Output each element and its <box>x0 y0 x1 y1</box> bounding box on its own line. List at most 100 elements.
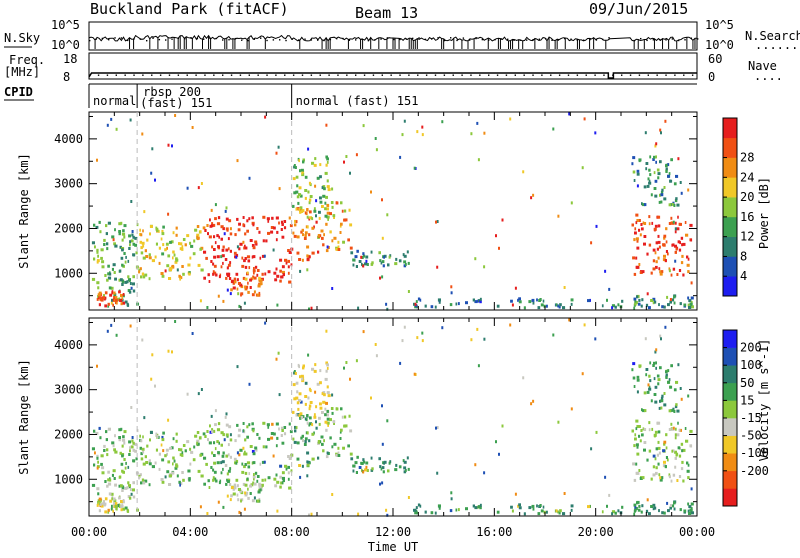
power-cell <box>331 287 334 290</box>
velocity-cell <box>634 506 637 510</box>
velocity-cell <box>130 406 133 409</box>
velocity-cell <box>264 478 267 482</box>
velocity-cell <box>669 506 672 510</box>
nave-dot <box>674 74 676 76</box>
power-cell <box>113 242 116 246</box>
nave-dot <box>301 74 304 76</box>
velocity-cell <box>611 510 615 514</box>
velocity-cell <box>106 453 109 457</box>
velocity-cell <box>112 469 116 473</box>
velocity-cell <box>96 487 100 491</box>
power-cell <box>151 259 155 263</box>
velocity-cell <box>347 444 350 448</box>
velocity-cell <box>96 503 99 507</box>
power-cell <box>675 247 678 251</box>
power-cell <box>381 236 384 240</box>
power-cell <box>635 213 639 217</box>
velocity-colorbar-segment <box>723 453 737 472</box>
power-cell <box>237 292 240 296</box>
power-cell <box>127 289 131 292</box>
power-cell <box>327 217 329 221</box>
velocity-cell <box>270 436 274 440</box>
power-cell <box>158 261 161 265</box>
velocity-cell <box>179 453 182 457</box>
power-cell <box>659 270 662 274</box>
nave-dot <box>621 74 623 76</box>
nave-dot <box>550 74 552 76</box>
power-cell <box>636 219 639 222</box>
power-cell <box>326 203 329 207</box>
power-cell <box>643 185 647 189</box>
nsearch-dot <box>640 37 642 40</box>
velocity-cell <box>276 480 280 484</box>
velocity-cell <box>536 504 538 508</box>
velocity-cell <box>327 421 330 425</box>
nsearch-dot <box>583 39 585 41</box>
power-cell <box>642 221 645 225</box>
velocity-cell <box>331 411 334 415</box>
velocity-cell <box>483 471 486 475</box>
power-cell <box>308 181 311 185</box>
power-cell <box>435 220 437 224</box>
power-cell <box>648 181 652 185</box>
power-cell <box>233 280 237 284</box>
power-cell <box>437 298 441 302</box>
velocity-cell <box>679 387 682 390</box>
power-cell <box>141 272 145 276</box>
velocity-cell <box>282 479 285 483</box>
velocity-cell <box>614 511 617 515</box>
power-cell <box>244 285 247 289</box>
velocity-cell <box>653 361 656 365</box>
velocity-cell <box>645 373 648 377</box>
velocity-cell <box>666 458 669 462</box>
power-cell <box>130 200 133 203</box>
power-cell <box>678 269 682 272</box>
power-cell <box>381 260 385 264</box>
power-cell <box>648 179 651 183</box>
power-cell <box>117 298 120 302</box>
power-cell <box>691 305 694 309</box>
power-cell <box>109 293 113 297</box>
power-cell <box>97 293 101 297</box>
power-cell <box>281 275 284 279</box>
velocity-cell <box>275 357 278 361</box>
velocity-cell <box>419 504 422 508</box>
velocity-cell <box>686 461 689 465</box>
velocity-cell <box>106 448 109 452</box>
power-cell <box>239 242 243 246</box>
velocity-cell <box>308 404 312 408</box>
velocity-cell <box>688 512 692 515</box>
nsearch-dot <box>209 37 211 40</box>
power-cell <box>650 271 653 275</box>
velocity-cell <box>228 483 232 486</box>
power-cell <box>301 171 304 175</box>
velocity-cell <box>664 465 667 469</box>
velocity-cell <box>678 428 681 432</box>
noise-trace <box>88 34 699 49</box>
power-cell <box>536 298 538 302</box>
power-cell <box>258 279 262 283</box>
velocity-cell <box>635 507 638 510</box>
velocity-cell <box>568 318 571 322</box>
power-cell <box>178 274 181 278</box>
noise-tick-low-right: 10^0 <box>705 38 734 52</box>
velocity-cell <box>240 499 242 503</box>
velocity-cell <box>93 429 96 433</box>
nsearch-dot <box>469 39 471 41</box>
power-cell <box>227 237 230 241</box>
power-cell <box>652 297 656 301</box>
velocity-cell <box>107 482 112 486</box>
velocity-cell <box>687 502 690 506</box>
power-cell <box>297 201 300 205</box>
power-cell <box>108 272 112 276</box>
power-cell <box>304 211 307 215</box>
velocity-cell <box>279 475 282 479</box>
power-cell <box>646 292 649 296</box>
power-cell <box>283 226 287 230</box>
velocity-cell <box>635 427 638 431</box>
velocity-cell <box>292 437 295 441</box>
velocity-cell <box>570 407 573 411</box>
power-cell <box>658 245 661 249</box>
velocity-cell <box>233 483 237 487</box>
